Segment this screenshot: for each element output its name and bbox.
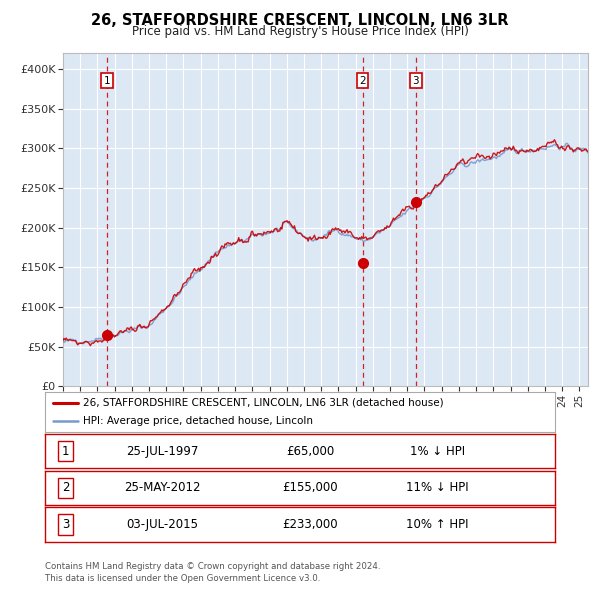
Text: 1: 1: [62, 445, 69, 458]
Text: 3: 3: [413, 76, 419, 86]
Text: HPI: Average price, detached house, Lincoln: HPI: Average price, detached house, Linc…: [83, 416, 313, 426]
Text: Price paid vs. HM Land Registry's House Price Index (HPI): Price paid vs. HM Land Registry's House …: [131, 25, 469, 38]
Text: £155,000: £155,000: [283, 481, 338, 494]
Text: 10% ↑ HPI: 10% ↑ HPI: [406, 518, 469, 531]
Text: 26, STAFFORDSHIRE CRESCENT, LINCOLN, LN6 3LR (detached house): 26, STAFFORDSHIRE CRESCENT, LINCOLN, LN6…: [83, 398, 444, 408]
Text: 26, STAFFORDSHIRE CRESCENT, LINCOLN, LN6 3LR: 26, STAFFORDSHIRE CRESCENT, LINCOLN, LN6…: [91, 13, 509, 28]
Text: 25-MAY-2012: 25-MAY-2012: [124, 481, 200, 494]
Text: Contains HM Land Registry data © Crown copyright and database right 2024.
This d: Contains HM Land Registry data © Crown c…: [45, 562, 380, 583]
Text: 03-JUL-2015: 03-JUL-2015: [127, 518, 198, 531]
Text: £233,000: £233,000: [283, 518, 338, 531]
Text: 2: 2: [359, 76, 366, 86]
Text: 11% ↓ HPI: 11% ↓ HPI: [406, 481, 469, 494]
Text: 2: 2: [62, 481, 69, 494]
Text: 1: 1: [104, 76, 110, 86]
Text: 25-JUL-1997: 25-JUL-1997: [126, 445, 199, 458]
Text: £65,000: £65,000: [286, 445, 334, 458]
Text: 3: 3: [62, 518, 69, 531]
Text: 1% ↓ HPI: 1% ↓ HPI: [410, 445, 465, 458]
